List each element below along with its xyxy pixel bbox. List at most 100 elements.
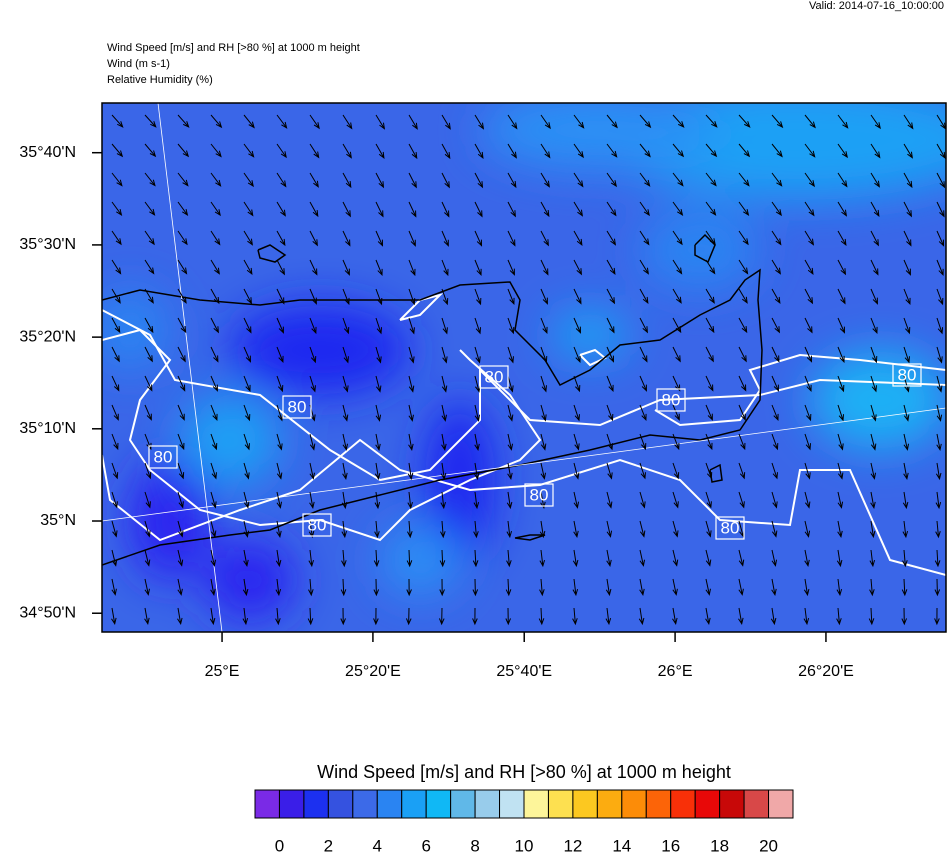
wind-arrow <box>901 607 908 626</box>
wind-arrow <box>177 230 188 246</box>
wind-arrow <box>903 172 913 189</box>
wind-arrow <box>441 433 447 452</box>
x-tick-label: 25°E <box>205 663 240 680</box>
wind-arrow <box>342 404 349 422</box>
wind-arrow <box>606 317 615 334</box>
wind-arrow <box>373 549 380 568</box>
wind-arrow <box>837 317 846 334</box>
wind-arrow <box>177 317 187 334</box>
wind-arrow <box>771 201 782 217</box>
contour-label: 80 <box>485 367 504 386</box>
wind-arrow <box>804 491 811 509</box>
wind-arrow <box>375 172 385 189</box>
wind-arrow <box>407 520 413 539</box>
wind-arrow <box>738 114 751 128</box>
wind-arrow <box>804 346 813 363</box>
colorbar-tick-label: 18 <box>710 836 729 854</box>
wind-arrow <box>439 578 445 597</box>
wind-arrow <box>870 114 881 130</box>
wind-arrow <box>606 259 616 276</box>
wind-arrow <box>210 288 220 305</box>
wind-arrow <box>705 172 717 187</box>
wind-arrow <box>639 259 649 275</box>
wind-arrow <box>771 114 784 129</box>
wind-arrow <box>243 346 251 363</box>
wind-arrow <box>573 491 580 509</box>
wind-arrow <box>144 346 153 363</box>
wind-arrow <box>177 375 186 392</box>
wind-arrow <box>507 404 514 422</box>
wind-arrow <box>705 201 717 216</box>
wind-arrow <box>440 520 446 539</box>
coastline <box>102 233 763 566</box>
wind-arrow <box>738 230 749 246</box>
wind-arrow <box>243 114 255 129</box>
wind-arrow <box>837 346 845 364</box>
contour-label: 80 <box>662 390 681 409</box>
wind-arrow <box>804 201 815 217</box>
wind-arrow <box>606 375 614 393</box>
wind-arrow <box>441 172 450 189</box>
wind-arrow <box>177 607 183 626</box>
colorbar-tick-label: 12 <box>563 836 582 854</box>
wind-arrow <box>210 375 218 392</box>
wind-arrow <box>540 375 547 393</box>
wind-arrow <box>408 259 416 277</box>
contour-label-box <box>715 516 745 540</box>
contour-label-box <box>479 365 509 389</box>
x-tick-label: 26°E <box>658 663 693 680</box>
wind-arrow <box>342 172 352 189</box>
wind-arrow <box>342 346 349 364</box>
wind-arrow <box>111 375 120 392</box>
wind-arrow <box>111 230 122 246</box>
wind-arrow <box>804 172 815 188</box>
wind-arrow <box>540 346 548 364</box>
wind-arrow <box>540 259 549 276</box>
colorbar-tick-label: 8 <box>470 836 479 854</box>
wind-arrow <box>309 172 319 188</box>
wind-arrow <box>705 549 712 567</box>
wind-arrow <box>507 433 514 451</box>
wind-arrow <box>111 404 119 421</box>
wind-arrow <box>474 143 484 160</box>
wind-arrow <box>507 114 518 130</box>
colorbar-box <box>596 789 623 819</box>
wind-arrow <box>771 520 778 538</box>
graticule <box>102 407 946 522</box>
colorbar-tick-label: 2 <box>324 836 333 854</box>
wind-arrow <box>373 578 380 597</box>
wind-arrow <box>606 114 618 129</box>
wind-arrow <box>770 607 777 626</box>
wind-arrow <box>903 404 910 422</box>
wind-arrow <box>505 607 511 626</box>
wind-arrow <box>342 201 351 218</box>
wind-arrow <box>210 578 216 596</box>
wind-arrow <box>672 143 685 158</box>
wind-arrow <box>144 607 150 626</box>
wind-arrow <box>639 230 650 246</box>
wind-arrow <box>309 375 316 393</box>
wind-arrow <box>705 346 714 363</box>
wind-arrow <box>441 317 448 335</box>
wind-arrow <box>540 114 551 130</box>
wind-arrow <box>869 520 876 539</box>
colorbar-tick-label: 16 <box>661 836 680 854</box>
wind-arrow <box>243 462 250 480</box>
wind-arrow <box>738 317 748 334</box>
wind-arrow <box>210 433 218 451</box>
wind-arrow <box>111 172 123 187</box>
wind-arrow <box>903 143 913 159</box>
wind-arrow <box>540 230 549 247</box>
wind-arrow <box>836 607 842 626</box>
wind-arrow <box>837 172 848 188</box>
wind-arrow <box>639 317 648 334</box>
wind-arrow <box>408 172 417 189</box>
wind-arrow <box>936 201 945 218</box>
wind-arrow <box>638 607 645 626</box>
wind-arrow <box>804 549 810 567</box>
wind-arrow <box>111 520 118 538</box>
wind-arrow <box>342 375 349 393</box>
wind-arrow <box>936 259 944 276</box>
wind-arrow <box>111 259 122 275</box>
wind-arrow <box>870 143 881 159</box>
